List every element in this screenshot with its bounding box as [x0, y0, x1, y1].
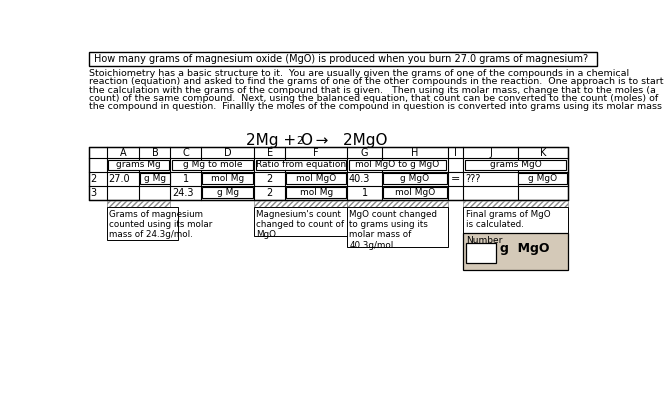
Text: Magnesium's count
changed to count of
MgO.: Magnesium's count changed to count of Mg… [256, 209, 345, 240]
Text: the compound in question.  Finallly the moles of the compound in question is con: the compound in question. Finallly the m… [89, 102, 662, 111]
Bar [107, 207, 178, 240]
Text: 27.0: 27.0 [108, 174, 130, 184]
Text: mol Mg: mol Mg [300, 188, 332, 197]
Text: grams MgO: grams MgO [490, 161, 542, 169]
Text: count) of the same compound.  Next, using the balanced equation, that count can : count) of the same compound. Next, using… [89, 94, 658, 103]
Text: 2: 2 [296, 136, 302, 146]
Text: F: F [313, 148, 319, 158]
Text: reaction (equation) and asked to find the grams of one of the other compounds in: reaction (equation) and asked to find th… [89, 77, 664, 87]
Bar [202, 187, 254, 198]
Bar [464, 233, 568, 270]
Bar [349, 160, 446, 170]
Text: B: B [152, 148, 159, 158]
Text: →   2MgO: → 2MgO [302, 133, 388, 148]
Text: g Mg: g Mg [217, 188, 239, 197]
Text: MgO count changed
to grams using its
molar mass of
40.3g/mol.: MgO count changed to grams using its mol… [349, 209, 438, 250]
Text: 2Mg + O: 2Mg + O [246, 133, 313, 148]
Bar [347, 207, 448, 247]
Bar [108, 160, 169, 170]
Text: Ratio from equation: Ratio from equation [256, 161, 346, 169]
Text: 24.3: 24.3 [172, 188, 193, 198]
Text: J: J [489, 148, 492, 158]
Text: E: E [266, 148, 273, 158]
Bar [464, 207, 568, 233]
Text: g Mg to mole: g Mg to mole [183, 161, 242, 169]
Text: I: I [454, 148, 457, 158]
Bar [286, 187, 347, 198]
Text: 2: 2 [266, 174, 273, 184]
Text: g  MgO: g MgO [500, 242, 549, 255]
Bar [107, 199, 171, 207]
Text: mol Mg: mol Mg [211, 174, 244, 183]
Text: the calculation with the grams of the compound that is given.   Then using its m: the calculation with the grams of the co… [89, 86, 656, 94]
Text: g MgO: g MgO [529, 174, 557, 183]
Bar [256, 160, 346, 170]
Text: G: G [361, 148, 369, 158]
Text: Grams of magnesium
counted using its molar
mass of 24.3g/mol.: Grams of magnesium counted using its mol… [109, 209, 213, 240]
Text: g Mg: g Mg [144, 174, 166, 183]
Text: 2: 2 [90, 174, 97, 184]
Bar [383, 173, 447, 184]
Text: Final grams of MgO
is calculated.: Final grams of MgO is calculated. [466, 209, 551, 229]
Text: mol MgO to g MgO: mol MgO to g MgO [355, 161, 440, 169]
Bar [254, 199, 347, 207]
Text: 2: 2 [266, 188, 273, 198]
Bar [89, 53, 597, 66]
Text: Number: Number [466, 236, 503, 245]
Text: mol MgO: mol MgO [296, 174, 337, 183]
Text: ???: ??? [465, 174, 480, 184]
Bar [202, 173, 254, 184]
Text: 1: 1 [183, 174, 189, 184]
Text: How many grams of magnesium oxide (MgO) is produced when you burn 27.0 grams of : How many grams of magnesium oxide (MgO) … [94, 54, 589, 64]
Bar [172, 160, 253, 170]
Text: grams Mg: grams Mg [116, 161, 161, 169]
Text: mol MgO: mol MgO [395, 188, 435, 197]
Text: A: A [120, 148, 126, 158]
Text: 40.3: 40.3 [349, 174, 370, 184]
Bar [254, 207, 347, 236]
Bar [466, 243, 496, 263]
Text: C: C [183, 148, 189, 158]
Bar [383, 187, 447, 198]
Bar [89, 147, 568, 199]
Bar [140, 173, 170, 184]
Bar [347, 199, 448, 207]
Text: K: K [540, 148, 546, 158]
Text: =: = [451, 174, 460, 184]
Bar [286, 173, 347, 184]
Text: g MgO: g MgO [400, 174, 429, 183]
Bar [465, 160, 567, 170]
Text: 1: 1 [361, 188, 368, 198]
Text: H: H [411, 148, 419, 158]
Text: D: D [224, 148, 231, 158]
Bar [518, 173, 567, 184]
Bar [464, 199, 568, 207]
Text: Stoichiometry has a basic structure to it.  You are usually given the grams of o: Stoichiometry has a basic structure to i… [89, 69, 629, 79]
Text: 3: 3 [90, 188, 97, 198]
